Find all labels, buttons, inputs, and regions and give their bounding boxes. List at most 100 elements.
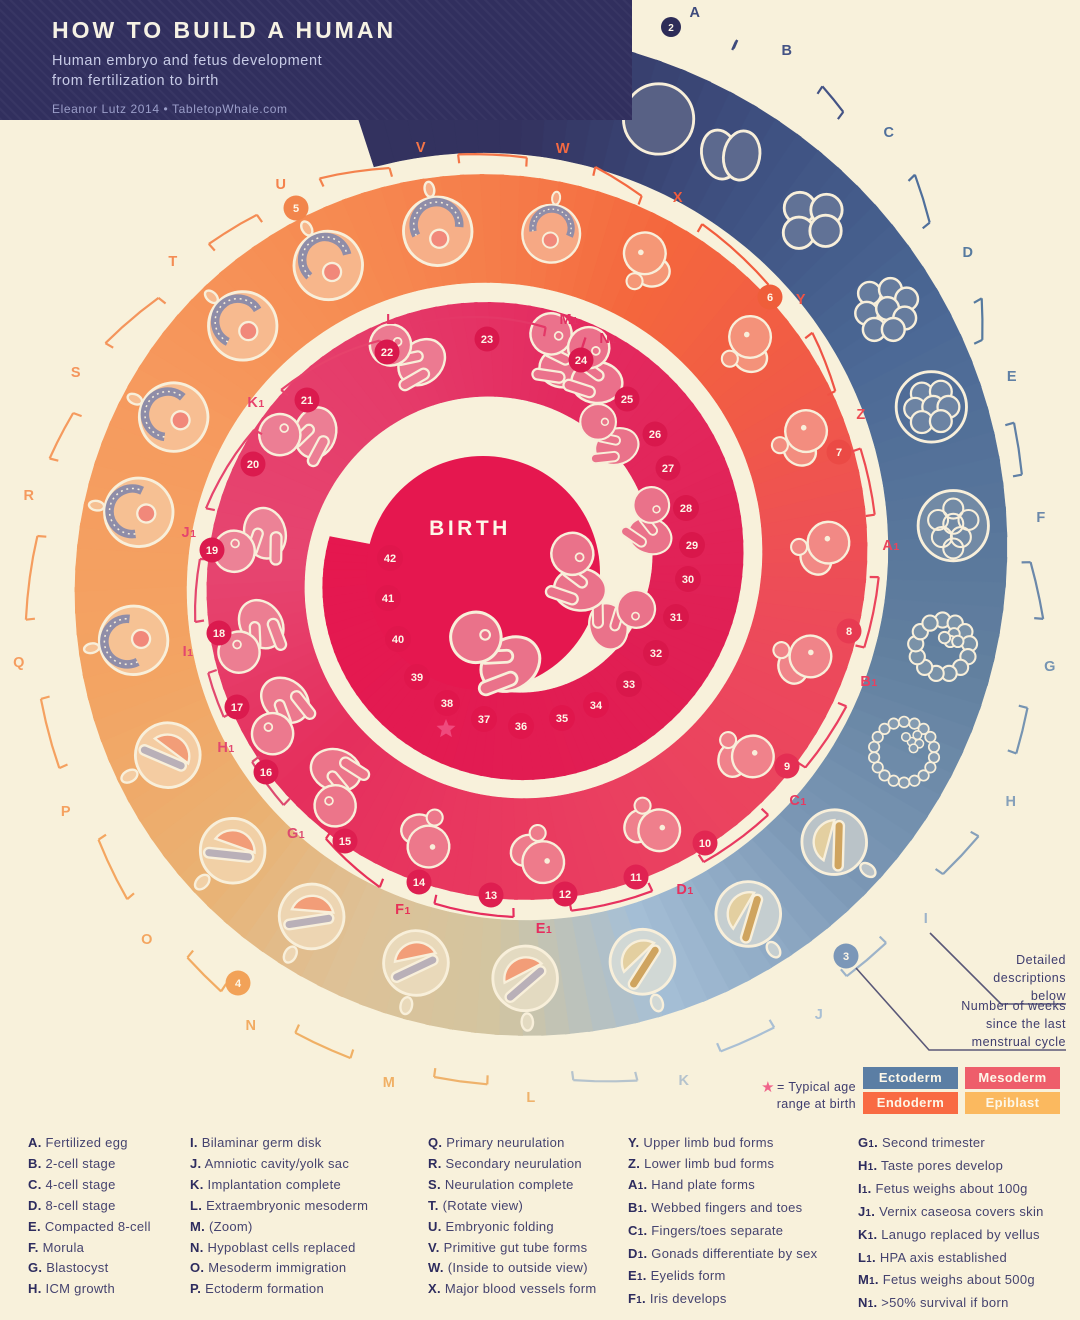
- stage-bracket-G: [1007, 704, 1029, 755]
- svg-text:16: 16: [260, 767, 272, 779]
- stage-glyph-L1: [368, 323, 447, 392]
- svg-text:3: 3: [843, 951, 849, 963]
- stage-bracket-A: [731, 39, 739, 51]
- reference-item-P: P. Ectoderm formation: [190, 1281, 324, 1297]
- fetus-figure: [620, 486, 673, 556]
- reference-item-D: D. 8-cell stage: [28, 1197, 116, 1213]
- stage-letter-F1: F1: [395, 902, 411, 918]
- reference-item-C: C. 4-cell stage: [28, 1176, 116, 1192]
- stage-glyph-N: [277, 882, 346, 964]
- reference-item-I1: I1. Fetus weighs about 100g: [858, 1180, 1028, 1196]
- stage-letter-J: J: [815, 1007, 824, 1023]
- svg-text:8: 8: [846, 626, 852, 638]
- reference-item-H: H. ICM growth: [28, 1281, 115, 1297]
- stage-bracket-Q: [24, 534, 47, 621]
- week-marker-35: 35: [549, 705, 575, 731]
- svg-text:42: 42: [384, 553, 396, 565]
- stage-letter-B: B: [782, 43, 793, 59]
- star-legend-note: ★ = Typical age range at birth: [720, 1079, 856, 1112]
- birth-star-icon: [436, 719, 456, 738]
- stage-glyph-X: [622, 231, 671, 291]
- svg-text:27: 27: [662, 463, 674, 475]
- stage-letter-E1: E1: [536, 921, 553, 937]
- week-marker-6: 6: [757, 284, 783, 310]
- week-marker-7: 7: [826, 439, 852, 465]
- annotation-callout-1: Number of weeks since the last menstrual c…: [855, 967, 1066, 1051]
- reference-item-B: B. 2-cell stage: [28, 1155, 116, 1171]
- stage-bracket-I: [840, 935, 887, 978]
- reference-item-Z: Z. Lower limb bud forms: [628, 1155, 775, 1171]
- week-marker-13: 13: [478, 882, 504, 908]
- birth-disc: [366, 456, 600, 690]
- reference-item-F1: F1. Iris develops: [628, 1291, 727, 1307]
- week-marker-18: 18: [206, 620, 232, 646]
- svg-text:34: 34: [590, 700, 603, 712]
- stage-glyph-L: [491, 944, 559, 1032]
- stage-bracket-E: [1004, 421, 1023, 478]
- svg-text:28: 28: [680, 503, 692, 515]
- stage-glyph-I1: [217, 598, 288, 674]
- subtitle-line1: Human embryo and fetus development: [52, 53, 323, 69]
- reference-item-L1: L1. HPA axis established: [858, 1249, 1007, 1265]
- stage-glyph-E: [894, 370, 968, 444]
- stage-bracket-L: [433, 1067, 489, 1086]
- svg-text:25: 25: [621, 394, 633, 406]
- svg-text:14: 14: [413, 877, 426, 889]
- stage-glyph-G: [907, 611, 979, 683]
- stage-letter-S: S: [71, 365, 81, 381]
- stage-bracket-N: [186, 949, 228, 993]
- stage-bracket-B: [816, 85, 845, 120]
- stage-glyph-J1: [212, 506, 288, 574]
- stage-glyph-H1: [250, 676, 317, 756]
- star-icon: ★: [761, 1079, 776, 1096]
- stage-bracket-M: [294, 1024, 355, 1060]
- reference-item-Y: Y. Upper limb bud forms: [628, 1135, 774, 1150]
- annotation-text: descriptions: [993, 971, 1066, 985]
- reference-item-E: E. Compacted 8-cell: [28, 1218, 151, 1234]
- week-marker-21: 21: [294, 387, 320, 413]
- week-marker-24: 24: [568, 347, 594, 373]
- week-marker-19: 19: [199, 537, 225, 563]
- reference-item-D1: D1. Gonads differentiate by sex: [628, 1245, 818, 1261]
- svg-text:35: 35: [556, 713, 568, 725]
- reference-item-C1: C1. Fingers/toes separate: [628, 1222, 784, 1238]
- week-marker-40: 40: [385, 626, 411, 652]
- stage-glyph-J: [714, 880, 782, 959]
- week-marker-25: 25: [614, 386, 640, 412]
- stage-letter-H: H: [1006, 794, 1017, 810]
- stage-letter-K: K: [679, 1073, 690, 1089]
- week-marker-23: 23: [474, 326, 500, 352]
- svg-text:29: 29: [686, 540, 698, 552]
- svg-text:21: 21: [301, 395, 313, 407]
- stage-bracket-W: [592, 166, 643, 205]
- svg-text:6: 6: [767, 292, 773, 304]
- stage-letter-Q: Q: [13, 655, 25, 671]
- svg-text:23: 23: [481, 334, 493, 346]
- svg-text:17: 17: [231, 702, 243, 714]
- spiral-infographic: A B C D E F G H I J K L M N O P Q R S T U V W X Y Z A1 B1 C1 D1 E1 F1 G1…: [13, 5, 1066, 1106]
- reference-item-K: K. Implantation complete: [190, 1176, 342, 1192]
- week-marker-20: 20: [240, 451, 266, 477]
- stage-letter-N1: N1: [599, 331, 616, 347]
- svg-text:4: 4: [235, 978, 242, 990]
- week-marker-30: 30: [675, 566, 701, 592]
- week-marker-10: 10: [692, 830, 718, 856]
- reference-item-N1: N1. >50% survival if born: [858, 1295, 1009, 1311]
- stage-bracket-E1: [433, 894, 515, 919]
- stage-bracket-F: [1021, 561, 1045, 620]
- stage-letter-M1: M1: [560, 312, 579, 328]
- week-marker-14: 14: [406, 869, 432, 895]
- annotation-text: menstrual cycle: [972, 1035, 1066, 1049]
- reference-item-E1: E1. Eyelids form: [628, 1268, 726, 1284]
- star-note-line2: range at birth: [776, 1097, 856, 1111]
- svg-text:13: 13: [485, 890, 497, 902]
- stage-letter-U: U: [276, 177, 287, 193]
- reference-item-W: W. (Inside to outside view): [428, 1260, 588, 1276]
- stage-bracket-U: [318, 166, 394, 187]
- stage-letter-P: P: [61, 804, 71, 820]
- stage-bracket-R: [48, 411, 82, 462]
- svg-text:7: 7: [836, 447, 842, 459]
- svg-text:20: 20: [247, 459, 259, 471]
- stage-letter-H1: H1: [217, 740, 234, 756]
- week-marker-41: 41: [375, 585, 401, 611]
